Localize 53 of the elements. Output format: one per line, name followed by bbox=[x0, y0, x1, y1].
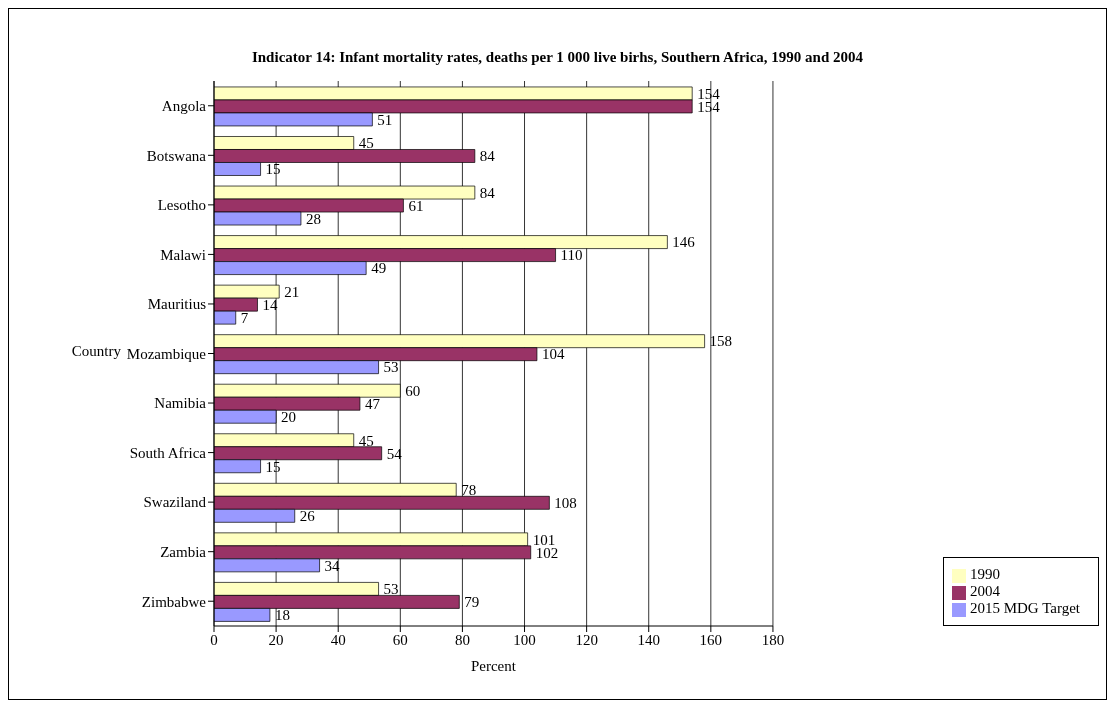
data-label: 14 bbox=[262, 296, 278, 313]
y-tick-label: Namibia bbox=[154, 395, 207, 412]
data-label: 21 bbox=[284, 283, 300, 300]
data-label: 15 bbox=[265, 161, 281, 178]
data-label: 7 bbox=[240, 309, 249, 326]
data-label: 158 bbox=[709, 333, 733, 350]
data-label: 45 bbox=[358, 432, 374, 449]
data-label: 47 bbox=[364, 396, 381, 413]
data-label: 28 bbox=[305, 210, 321, 227]
data-label: 53 bbox=[383, 359, 399, 376]
y-tick-label: Malawi bbox=[160, 246, 206, 263]
x-axis-title: Percent bbox=[470, 658, 517, 674]
data-label: 146 bbox=[672, 234, 696, 251]
data-label: 53 bbox=[383, 581, 399, 598]
y-tick-label: South Africa bbox=[129, 444, 207, 461]
data-label: 61 bbox=[408, 197, 424, 214]
x-tick-label: 20 bbox=[268, 631, 284, 648]
x-tick-label: 40 bbox=[330, 631, 346, 648]
x-tick-label: 60 bbox=[392, 631, 408, 648]
x-tick-label: 80 bbox=[454, 631, 470, 648]
y-tick-label: Zimbabwe bbox=[141, 593, 207, 610]
y-tick-label: Lesotho bbox=[157, 197, 206, 214]
data-label: 26 bbox=[299, 508, 316, 525]
data-label: 108 bbox=[554, 495, 577, 512]
data-label: 79 bbox=[464, 594, 480, 611]
data-label: 84 bbox=[479, 184, 496, 201]
y-tick-label: Mauritius bbox=[147, 296, 207, 313]
data-label: 51 bbox=[377, 111, 393, 128]
x-tick-label: 0 bbox=[210, 631, 218, 648]
x-tick-label: 100 bbox=[513, 631, 536, 648]
y-tick-label: Botswana bbox=[146, 147, 207, 164]
data-label: 15 bbox=[265, 458, 281, 475]
data-label: 18 bbox=[274, 607, 290, 624]
data-label: 20 bbox=[281, 409, 297, 426]
data-label: 49 bbox=[371, 260, 387, 277]
x-tick-label: 160 bbox=[699, 631, 723, 648]
x-tick-label: 120 bbox=[575, 631, 598, 648]
chart-title: Indicator 14: Infant mortality rates, deaths per 1 000 live birhs, Southern Africa, 1990 and 2004 bbox=[250, 49, 865, 66]
x-tick-label: 140 bbox=[637, 631, 660, 648]
data-label: 45 bbox=[358, 135, 374, 152]
x-tick-label: 180 bbox=[761, 631, 785, 648]
legend-label: 1990 bbox=[969, 566, 1000, 582]
data-label: 110 bbox=[560, 247, 583, 264]
data-label: 104 bbox=[541, 346, 565, 363]
legend-label: 2015 MDG Target bbox=[969, 600, 1080, 616]
y-tick-label: Zambia bbox=[160, 544, 207, 561]
legend-label: 2004 bbox=[969, 583, 1000, 599]
y-tick-label: Mozambique bbox=[126, 345, 207, 362]
data-label: 60 bbox=[405, 383, 421, 400]
y-tick-label: Angola bbox=[161, 98, 207, 115]
y-axis-title: Country bbox=[70, 343, 121, 360]
data-label: 84 bbox=[479, 148, 496, 165]
y-tick-label: Swaziland bbox=[143, 494, 207, 511]
